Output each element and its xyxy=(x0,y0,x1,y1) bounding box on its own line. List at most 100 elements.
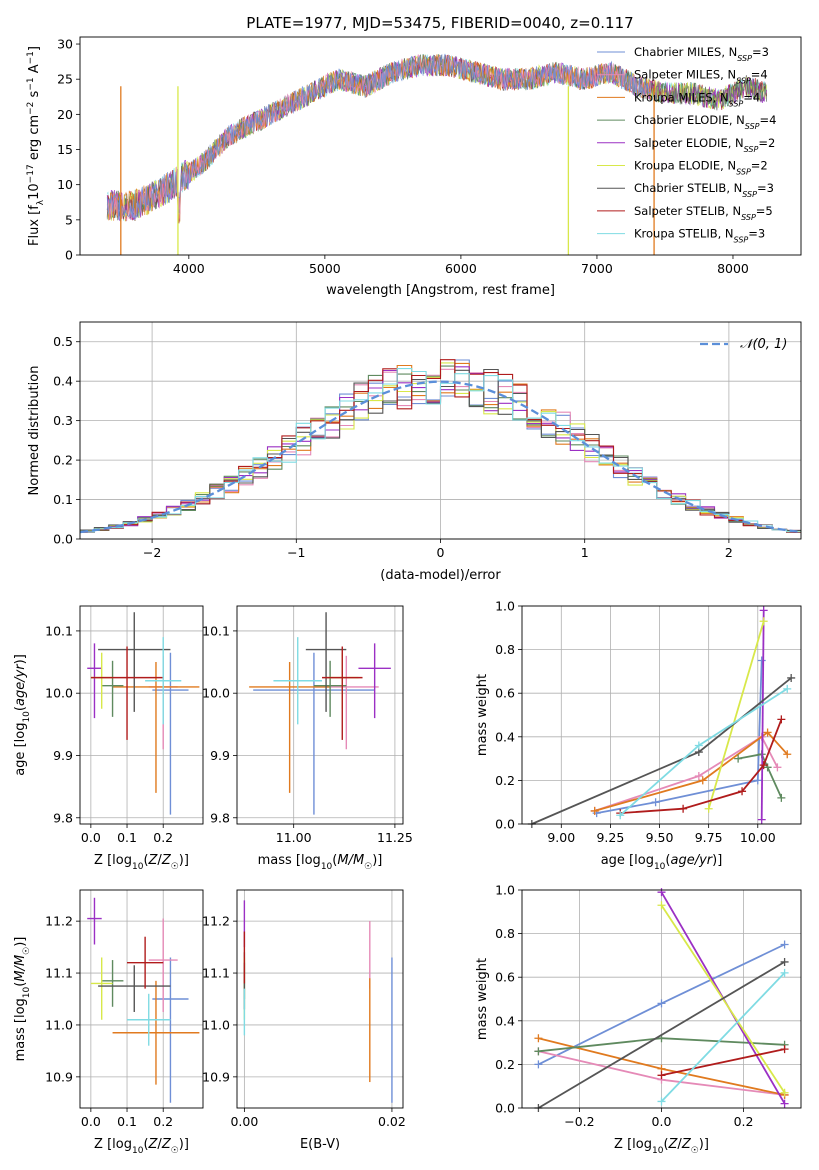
y-tick-label: 0.4 xyxy=(495,729,515,744)
weight-marker xyxy=(651,798,660,807)
weight-marker xyxy=(704,804,713,813)
y-tick-label: 25 xyxy=(57,72,73,87)
legend-entry: Chabrier ELODIE, NSSP=4 xyxy=(634,113,776,131)
y-tick-label: 1.0 xyxy=(495,883,515,898)
label-part: )] xyxy=(179,853,189,868)
legend-sub: SSP xyxy=(742,190,757,199)
axes-mass-vs-EBV: 0.00 0.02 10.9 11.0 11.1 11.2 E(B-V) xyxy=(202,890,406,1152)
weight-marker xyxy=(780,940,789,949)
label-part: / xyxy=(157,1137,162,1152)
legend-text: Salpeter STELIB, N xyxy=(634,204,741,218)
label-part: 10 xyxy=(132,862,144,872)
axes-mass-vs-Z: 0.0 0.1 0.210.911.011.111.2Z [log10(Z/Z☉)]… xyxy=(13,890,203,1156)
label-part: 10 xyxy=(652,1146,664,1156)
x-tick-label: −1 xyxy=(287,545,305,560)
legend-sub: SSP xyxy=(736,76,751,85)
weight-series-line xyxy=(760,610,765,820)
label-part: ( xyxy=(143,853,148,868)
label-part: ( xyxy=(13,706,28,711)
weight-vs-age-frame xyxy=(521,605,802,825)
label-part: 10 xyxy=(22,711,32,723)
legend-tail: =2 xyxy=(751,159,768,173)
legend-sub: SSP xyxy=(745,122,760,131)
label-part: ( xyxy=(13,982,28,987)
y-tick-label: 0.0 xyxy=(53,532,73,547)
weight-marker xyxy=(759,606,768,615)
label-part: ] xyxy=(27,46,42,51)
y-tick-label: 9.8 xyxy=(210,810,230,825)
weight-marker xyxy=(657,999,666,1008)
label-part: age/yr xyxy=(670,853,713,868)
legend-sub: SSP xyxy=(736,167,751,176)
legend-entry: Kroupa MILES, NSSP=4 xyxy=(634,90,760,108)
weight-marker xyxy=(694,772,703,781)
weight-marker xyxy=(780,1088,789,1097)
y-tick-label: 20 xyxy=(57,107,73,122)
weight-marker xyxy=(780,957,789,966)
age-vs-mass-x-label: mass [log10(M/M☉)] xyxy=(258,853,383,872)
legend-entry: Salpeter ELODIE, NSSP=2 xyxy=(634,136,775,154)
y-tick-label: 10.0 xyxy=(202,686,230,701)
label-part: s xyxy=(27,90,42,101)
spectrum-frame xyxy=(79,36,802,256)
x-tick-label: 10.00 xyxy=(740,830,776,845)
weight-marker xyxy=(657,901,666,910)
mass-vs-Z-x-label: Z [log10(Z/Z☉)] xyxy=(94,1137,189,1156)
label-part: Z [log xyxy=(94,853,132,868)
legend-tail: =3 xyxy=(752,45,769,59)
x-tick-label: 0.0 xyxy=(81,830,101,845)
label-part: Flux [f xyxy=(27,205,42,246)
weight-marker xyxy=(679,804,688,813)
weight-series-line xyxy=(707,621,765,809)
x-tick-label: 9.50 xyxy=(646,830,674,845)
legend-entry: Chabrier STELIB, NSSP=3 xyxy=(634,181,774,199)
x-tick-label: 9.25 xyxy=(596,830,624,845)
y-tick-label: 9.9 xyxy=(210,748,230,763)
age-vs-Z-frame xyxy=(79,605,204,825)
weight-vs-age-x-label: age [log10(age/yr)] xyxy=(601,853,723,872)
hist-step-salpeter-stelib xyxy=(80,359,801,533)
axes-weight-vs-Z: −0.2 0.0 0.20.00.20.40.60.81.0Z [log10(Z/Z… xyxy=(475,883,801,1156)
label-part: Z [log xyxy=(94,1137,132,1152)
label-part: −2 xyxy=(26,102,36,115)
weight-marker xyxy=(787,673,796,682)
label-part: −1 xyxy=(26,51,36,64)
y-tick-label: 11.2 xyxy=(202,914,230,929)
legend-text: Salpeter MILES, N xyxy=(634,68,736,82)
axes-spectrum: 4000 5000 6000 7000 8000 0 5 10 15 20 25 30 waveleng… xyxy=(26,37,776,298)
x-tick-label: 7000 xyxy=(581,261,613,276)
hist-x-label: (data-model)/error xyxy=(380,568,501,583)
label-part: 10 xyxy=(132,1146,144,1156)
x-tick-label: 6000 xyxy=(445,261,477,276)
spectrum-y-label: Flux [fλ10−17 erg cm−2 s−1 A−1] xyxy=(26,46,46,246)
label-part: ☉ xyxy=(22,947,32,955)
weight-series-line xyxy=(537,961,786,1109)
legend-entry: Salpeter STELIB, NSSP=5 xyxy=(634,204,773,222)
label-part: Z xyxy=(148,853,159,868)
x-tick-label: 0.1 xyxy=(117,830,137,845)
x-tick-label: 0.2 xyxy=(153,1114,173,1129)
mass-vs-EBV-frame xyxy=(236,889,404,1109)
legend-text: Chabrier MILES, N xyxy=(634,45,737,59)
weight-vs-Z-x-label: Z [log10(Z/Z☉)] xyxy=(614,1137,709,1156)
weight-series-line xyxy=(660,972,786,1103)
y-tick-label: 11.0 xyxy=(45,1017,73,1032)
y-tick-label: 9.8 xyxy=(53,810,73,825)
legend-tail: =4 xyxy=(743,90,760,104)
spectrum-line-chabrier-miles xyxy=(106,53,652,222)
age-vs-mass-frame xyxy=(236,605,404,825)
weight-marker xyxy=(534,1034,543,1043)
age-vs-Z-x-label: Z [log10(Z/Z☉)] xyxy=(94,853,189,872)
weight-marker xyxy=(657,1097,666,1106)
weight-marker xyxy=(759,761,768,770)
x-tick-label: 2 xyxy=(725,545,733,560)
y-tick-label: 10.9 xyxy=(202,1069,230,1084)
axes-residual-histogram: −2 −1 0 1 2 0.0 0.1 0.2 0.3 0.4 0.5 (data-model)/er… xyxy=(27,322,802,583)
label-part: ( xyxy=(663,1137,668,1152)
weight-marker xyxy=(534,1047,543,1056)
label-part: Z xyxy=(681,1137,692,1152)
legend-entry: Chabrier MILES, NSSP=3 xyxy=(634,45,769,63)
y-tick-label: 11.0 xyxy=(202,1017,230,1032)
legend-tail: =4 xyxy=(751,68,768,82)
x-tick-label: 0 xyxy=(437,545,445,560)
